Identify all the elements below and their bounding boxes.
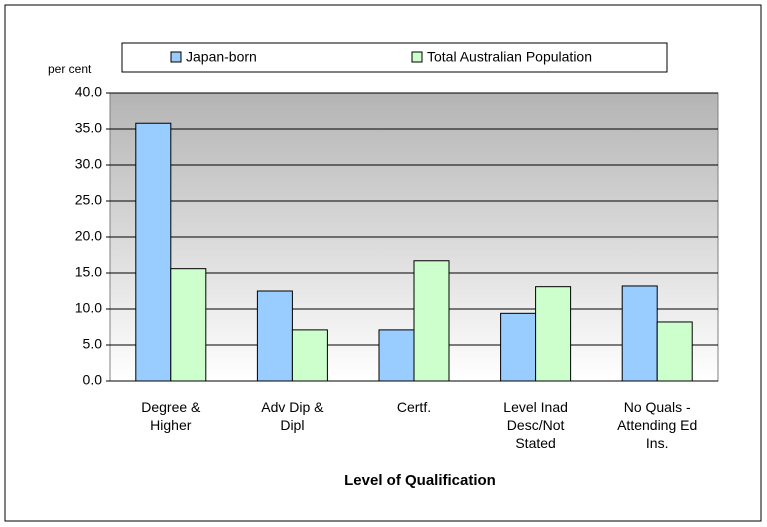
bar xyxy=(170,268,207,382)
y-tick-label: 20.0 xyxy=(75,228,102,244)
y-axis-label: per cent xyxy=(48,62,92,76)
legend-box xyxy=(121,42,668,73)
y-tick-label: 15.0 xyxy=(75,264,102,280)
y-tick-label: 10.0 xyxy=(75,300,102,316)
x-tick-label: No Quals - Attending Ed Ins. xyxy=(617,399,698,451)
y-tick-label: 25.0 xyxy=(75,192,102,208)
legend-label: Japan-born xyxy=(186,49,257,65)
y-tick-label: 5.0 xyxy=(83,336,103,352)
legend-swatch xyxy=(411,51,423,63)
x-axis-label: Level of Qualification xyxy=(344,472,496,489)
bar xyxy=(378,329,415,382)
bar xyxy=(621,285,658,382)
legend-label: Total Australian Population xyxy=(427,49,592,65)
x-tick-label: Adv Dip & Dipl xyxy=(261,399,324,433)
bar xyxy=(535,286,572,382)
y-tick-label: 30.0 xyxy=(75,156,102,172)
bar xyxy=(500,312,537,382)
x-tick-label: Certf. xyxy=(396,399,432,415)
bar xyxy=(656,321,693,382)
x-tick-label: Degree & Higher xyxy=(141,399,201,433)
legend-swatch xyxy=(170,51,182,63)
bar xyxy=(291,329,328,382)
y-tick-label: 40.0 xyxy=(75,84,102,100)
y-tick-label: 0.0 xyxy=(83,372,103,388)
y-tick-label: 35.0 xyxy=(75,120,102,136)
bar xyxy=(256,290,293,382)
x-tick-label: Level Inad Desc/Not Stated xyxy=(503,399,568,451)
bar xyxy=(135,122,172,382)
bar xyxy=(413,260,450,382)
